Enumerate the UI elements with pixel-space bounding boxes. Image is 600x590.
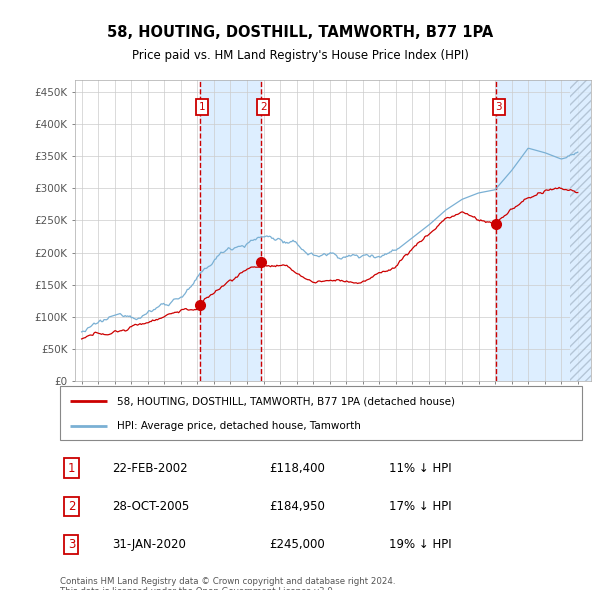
Text: 3: 3: [68, 538, 75, 551]
FancyBboxPatch shape: [60, 386, 582, 440]
Text: 58, HOUTING, DOSTHILL, TAMWORTH, B77 1PA (detached house): 58, HOUTING, DOSTHILL, TAMWORTH, B77 1PA…: [118, 396, 455, 407]
Text: 2: 2: [260, 101, 266, 112]
Text: 22-FEB-2002: 22-FEB-2002: [112, 462, 188, 475]
Text: 3: 3: [496, 101, 502, 112]
Text: £118,400: £118,400: [269, 462, 325, 475]
Text: 1: 1: [199, 101, 205, 112]
Text: £184,950: £184,950: [269, 500, 325, 513]
Text: 58, HOUTING, DOSTHILL, TAMWORTH, B77 1PA: 58, HOUTING, DOSTHILL, TAMWORTH, B77 1PA: [107, 25, 493, 40]
Text: 19% ↓ HPI: 19% ↓ HPI: [389, 538, 451, 551]
Bar: [569, 80, 591, 381]
Text: 28-OCT-2005: 28-OCT-2005: [112, 500, 190, 513]
Text: 2: 2: [68, 500, 75, 513]
Text: 1: 1: [68, 462, 75, 475]
Bar: [200, 80, 261, 381]
Bar: [496, 80, 591, 381]
Text: Contains HM Land Registry data © Crown copyright and database right 2024.
This d: Contains HM Land Registry data © Crown c…: [60, 577, 395, 590]
Text: HPI: Average price, detached house, Tamworth: HPI: Average price, detached house, Tamw…: [118, 421, 361, 431]
Text: 31-JAN-2020: 31-JAN-2020: [112, 538, 186, 551]
Text: 17% ↓ HPI: 17% ↓ HPI: [389, 500, 451, 513]
Text: 11% ↓ HPI: 11% ↓ HPI: [389, 462, 451, 475]
Text: Price paid vs. HM Land Registry's House Price Index (HPI): Price paid vs. HM Land Registry's House …: [131, 49, 469, 62]
Text: £245,000: £245,000: [269, 538, 325, 551]
